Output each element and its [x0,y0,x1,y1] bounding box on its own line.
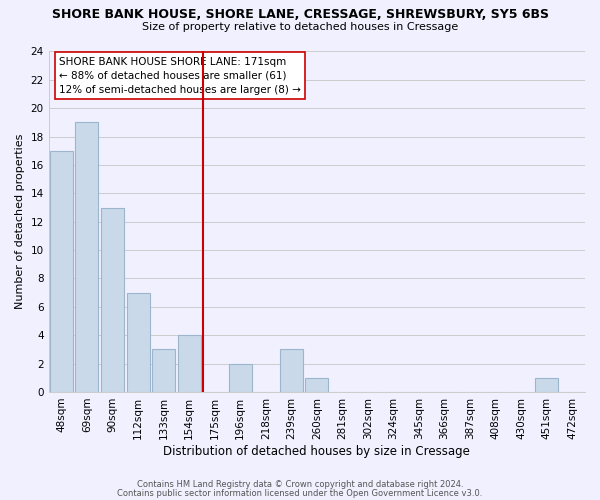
X-axis label: Distribution of detached houses by size in Cressage: Distribution of detached houses by size … [163,444,470,458]
Y-axis label: Number of detached properties: Number of detached properties [15,134,25,310]
Bar [535,378,558,392]
Text: Contains public sector information licensed under the Open Government Licence v3: Contains public sector information licen… [118,488,482,498]
Bar [178,335,200,392]
Bar [229,364,252,392]
Bar [305,378,328,392]
Bar [101,208,124,392]
Text: SHORE BANK HOUSE SHORE LANE: 171sqm
← 88% of detached houses are smaller (61)
12: SHORE BANK HOUSE SHORE LANE: 171sqm ← 88… [59,56,301,94]
Bar [50,151,73,392]
Text: SHORE BANK HOUSE, SHORE LANE, CRESSAGE, SHREWSBURY, SY5 6BS: SHORE BANK HOUSE, SHORE LANE, CRESSAGE, … [52,8,548,20]
Text: Size of property relative to detached houses in Cressage: Size of property relative to detached ho… [142,22,458,32]
Bar [76,122,98,392]
Bar [127,292,149,392]
Text: Contains HM Land Registry data © Crown copyright and database right 2024.: Contains HM Land Registry data © Crown c… [137,480,463,489]
Bar [280,350,303,392]
Bar [152,350,175,392]
